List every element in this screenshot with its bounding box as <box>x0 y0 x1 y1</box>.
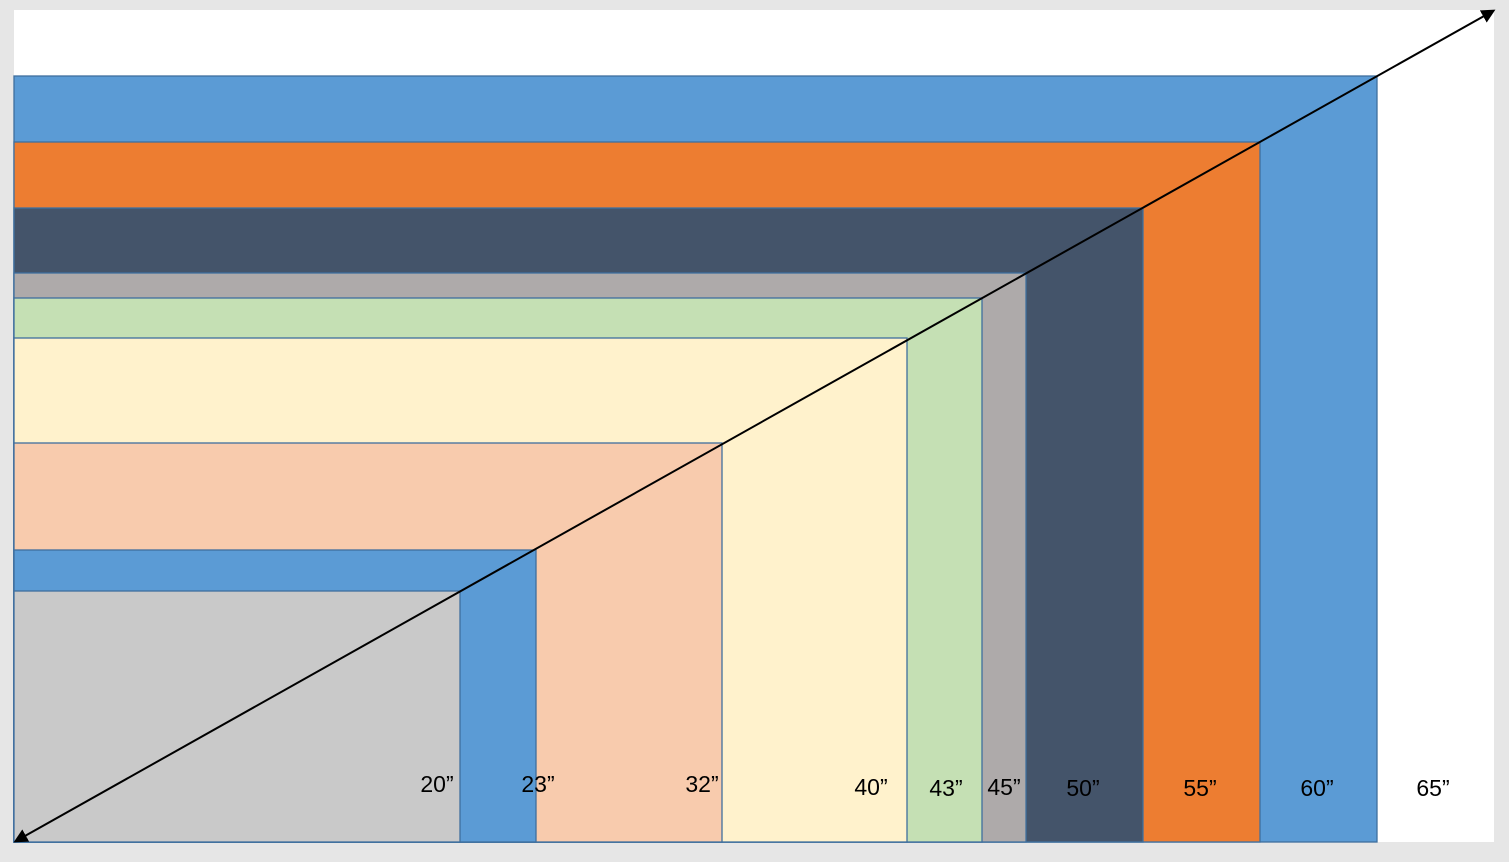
size-label-55: 55” <box>1183 775 1216 801</box>
size-label-50: 50” <box>1066 775 1099 801</box>
size-label-20: 20” <box>420 771 453 797</box>
size-label-43: 43” <box>929 775 962 801</box>
size-label-32: 32” <box>685 771 718 797</box>
size-label-40: 40” <box>854 774 887 800</box>
size-label-23: 23” <box>521 771 554 797</box>
size-label-65: 65” <box>1416 775 1449 801</box>
size-label-60: 60” <box>1300 775 1333 801</box>
diagonal-arrow <box>13 9 1496 843</box>
size-label-45: 45” <box>987 774 1020 800</box>
